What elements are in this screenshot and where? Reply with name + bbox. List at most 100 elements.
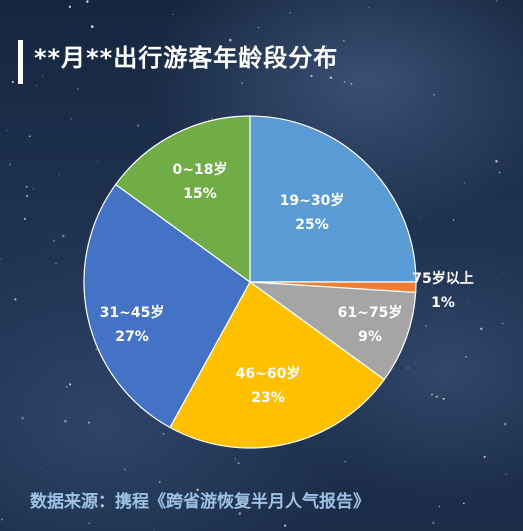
star xyxy=(162,432,165,435)
star xyxy=(65,385,68,389)
star xyxy=(42,75,44,77)
star xyxy=(234,457,237,460)
star xyxy=(55,262,57,265)
star xyxy=(257,26,260,29)
star xyxy=(344,461,346,463)
star xyxy=(329,76,333,80)
star xyxy=(0,518,4,521)
star xyxy=(425,325,427,328)
star xyxy=(123,468,126,471)
star xyxy=(52,239,56,242)
star xyxy=(463,502,465,505)
star xyxy=(39,467,41,469)
data-source-note: 数据来源：携程《跨省游恢复半月人气报告》 xyxy=(30,492,370,512)
star xyxy=(438,505,441,508)
star xyxy=(23,217,26,220)
pie-slice-5 xyxy=(114,115,251,284)
star xyxy=(378,169,380,171)
title-accent-bar xyxy=(18,40,23,84)
chart-title: **月**出行游客年龄段分布 xyxy=(34,44,339,72)
star xyxy=(407,367,409,369)
star xyxy=(325,45,328,47)
star xyxy=(467,301,469,303)
star xyxy=(69,383,72,386)
pie-labels: 19~30岁 25% 75岁以上 1% 61~75岁 9% 46~60岁 23% 31~45岁 2… xyxy=(100,161,474,406)
star xyxy=(241,82,243,84)
star xyxy=(11,80,14,84)
star xyxy=(95,348,97,350)
star xyxy=(139,507,140,509)
slice-value-label: 15% xyxy=(183,186,217,202)
star xyxy=(14,298,17,301)
star xyxy=(61,234,65,238)
star xyxy=(496,0,498,2)
star xyxy=(87,19,89,21)
star xyxy=(343,80,346,83)
slice-category-label: 46~60岁 xyxy=(236,365,301,382)
slice-category-label: 31~45岁 xyxy=(100,304,165,321)
pie-slice-3 xyxy=(169,281,386,449)
star xyxy=(172,14,174,16)
star xyxy=(6,129,8,131)
star xyxy=(70,118,72,120)
star xyxy=(350,82,353,85)
star xyxy=(153,529,155,531)
star xyxy=(88,522,90,525)
star xyxy=(197,47,200,49)
star xyxy=(310,75,313,78)
star xyxy=(419,218,421,220)
star xyxy=(463,182,466,184)
star xyxy=(196,488,199,491)
star xyxy=(21,416,24,420)
slice-value-label: 23% xyxy=(251,390,285,406)
star xyxy=(465,356,467,358)
star xyxy=(36,85,38,87)
star xyxy=(64,419,67,423)
slice-value-label: 1% xyxy=(431,295,455,311)
star xyxy=(342,39,345,42)
star xyxy=(0,257,1,260)
pie-slices xyxy=(83,115,417,449)
star xyxy=(28,135,31,138)
star xyxy=(412,72,415,74)
star xyxy=(125,503,127,505)
star xyxy=(323,52,325,54)
star xyxy=(289,12,291,14)
star xyxy=(26,195,28,197)
pie-slice-4 xyxy=(83,183,251,429)
star xyxy=(498,171,501,174)
star xyxy=(68,5,72,8)
star xyxy=(480,327,483,330)
star xyxy=(432,521,435,524)
slice-value-label: 25% xyxy=(295,217,329,233)
star xyxy=(435,395,438,398)
star xyxy=(284,524,287,527)
pie-slice-2 xyxy=(247,281,417,381)
star xyxy=(495,159,498,163)
star xyxy=(97,160,98,162)
slice-category-label: 0~18岁 xyxy=(173,161,228,178)
star xyxy=(275,500,277,502)
star xyxy=(431,393,433,396)
star xyxy=(502,322,504,325)
slice-category-label: 19~30岁 xyxy=(280,192,345,209)
star xyxy=(237,462,240,465)
star xyxy=(9,163,12,166)
slice-category-label: 61~75岁 xyxy=(338,304,403,321)
star xyxy=(90,25,94,28)
star xyxy=(77,88,79,90)
star xyxy=(501,272,503,274)
star xyxy=(228,38,232,42)
star xyxy=(367,7,370,9)
star xyxy=(433,93,435,96)
star xyxy=(87,421,90,424)
star xyxy=(136,124,140,127)
star xyxy=(442,397,445,400)
star xyxy=(452,219,455,221)
pie-slice-0 xyxy=(249,115,417,283)
star xyxy=(32,188,35,190)
slice-category-label: 75岁以上 xyxy=(412,270,473,287)
star xyxy=(158,481,161,483)
star xyxy=(341,3,343,5)
